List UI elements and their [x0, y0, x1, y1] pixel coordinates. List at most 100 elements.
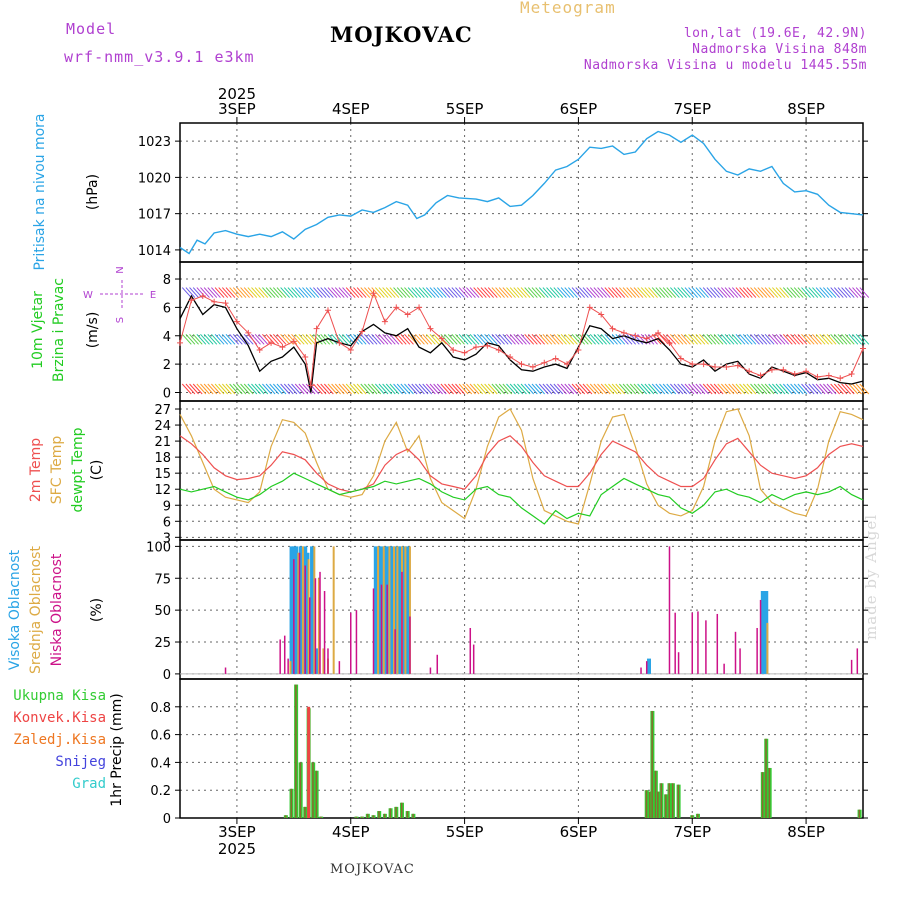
- wind-barb: [404, 287, 414, 298]
- wind-barb: [753, 287, 764, 298]
- wind-barb: [451, 334, 462, 345]
- wind-barb: [775, 287, 786, 298]
- y-tick-label: 1014: [138, 244, 171, 259]
- wind-gust-marker: [393, 304, 400, 311]
- wind-barb: [251, 383, 261, 395]
- wind-gust-marker: [860, 345, 866, 352]
- wind-barb: [640, 383, 651, 395]
- wind-barb: [334, 287, 345, 298]
- precip-legend-item: Konvek.Kisa: [13, 710, 106, 726]
- wind-barb: [211, 383, 221, 395]
- wind-barb: [670, 383, 680, 395]
- wind-barb: [684, 334, 695, 345]
- wind-gust-marker: [734, 362, 741, 369]
- wind-barb: [757, 383, 768, 395]
- cloud-bar: [396, 546, 399, 674]
- wind-barb: [549, 334, 560, 345]
- wind-barb: [338, 383, 349, 395]
- wind-barb: [593, 287, 604, 298]
- wind-gust-marker: [222, 300, 229, 307]
- wind-barb: [724, 334, 735, 345]
- wind-barb: [560, 383, 571, 395]
- temperature-frame: [179, 400, 864, 541]
- y-tick-label: 50: [154, 604, 171, 619]
- wind-barb: [578, 287, 589, 298]
- wind-barb: [830, 383, 841, 395]
- wind-barb: [549, 287, 560, 298]
- wind-gust-marker: [268, 339, 275, 346]
- wind-barb: [272, 383, 283, 395]
- y-tick-label: 1023: [138, 135, 171, 150]
- wind-barb: [364, 334, 374, 345]
- wind-barb: [433, 287, 443, 298]
- wind-barb: [848, 287, 859, 298]
- wind-barb: [294, 383, 305, 395]
- wind-barb: [495, 383, 505, 395]
- wind-barb: [841, 334, 851, 345]
- wind-barb: [349, 287, 360, 298]
- wind-barb: [823, 383, 833, 395]
- cloud-bar: [388, 546, 391, 674]
- wind-barb: [258, 383, 269, 395]
- wind-barb: [604, 334, 615, 345]
- cloud-bar: [390, 546, 395, 674]
- wind-barb: [578, 334, 589, 345]
- wind-barb: [804, 334, 815, 345]
- wind-barb: [775, 334, 786, 345]
- wind-barb: [513, 287, 524, 298]
- y-tick-label: 0.6: [150, 729, 171, 744]
- precip-axis-title: 1hr Precip (mm): [109, 693, 125, 806]
- wind-barb: [364, 383, 374, 395]
- wind-barb: [524, 287, 535, 298]
- wind-barb: [535, 287, 545, 298]
- wind-barb: [644, 287, 655, 298]
- wind-barb: [626, 334, 637, 345]
- wind-barb: [837, 334, 848, 345]
- y-tick-label: 15: [154, 467, 171, 482]
- y-tick-label: 1020: [138, 171, 171, 186]
- wind-barb: [232, 383, 243, 395]
- wind-barb: [385, 287, 396, 298]
- wind-barb: [695, 287, 706, 298]
- temp-axis-title-3: dewpt Temp: [70, 427, 86, 512]
- wind-barb: [517, 334, 527, 345]
- temp-axis-title-2: SFC Temp: [49, 436, 65, 505]
- wind-barb: [797, 383, 808, 395]
- wind-barb: [549, 383, 560, 395]
- cloud-axis-title-3: Niska Oblacnost: [49, 553, 65, 666]
- precip-bar-overlay: [295, 684, 297, 818]
- wind-barb: [640, 287, 651, 298]
- wind-barb: [371, 334, 382, 345]
- wind-barb: [407, 287, 418, 298]
- wind-barb: [378, 383, 389, 395]
- wind-barb: [710, 287, 720, 298]
- wind-barb: [469, 334, 480, 345]
- wind-barb: [600, 383, 611, 395]
- wind-barb: [695, 383, 706, 395]
- wind-barb: [735, 334, 746, 345]
- wind-barb: [374, 383, 385, 395]
- wind-barb: [396, 287, 407, 298]
- wind-barb: [619, 383, 629, 395]
- wind-barb: [735, 287, 746, 298]
- wind-barb: [181, 334, 192, 345]
- wind-barb: [819, 334, 830, 345]
- precip-bar-overlay: [383, 813, 386, 818]
- wind-barb: [280, 383, 291, 395]
- compass-rose: [100, 280, 144, 310]
- wind-barb: [240, 287, 250, 298]
- wind-barb: [509, 334, 520, 345]
- precip-bar-overlay: [284, 815, 287, 818]
- precip-bar-overlay: [355, 816, 357, 818]
- wind-barb: [546, 383, 556, 395]
- y-tick-label: 75: [154, 572, 171, 587]
- wind-barb: [586, 383, 596, 395]
- wind-barb: [440, 287, 451, 298]
- cloud-bar: [394, 629, 396, 674]
- wind-barb: [731, 383, 742, 395]
- wind-barb: [331, 383, 341, 395]
- wind-barb: [812, 383, 822, 395]
- wind-barb: [232, 287, 243, 298]
- wind-gust-marker: [598, 311, 605, 318]
- wind-barb: [793, 334, 804, 345]
